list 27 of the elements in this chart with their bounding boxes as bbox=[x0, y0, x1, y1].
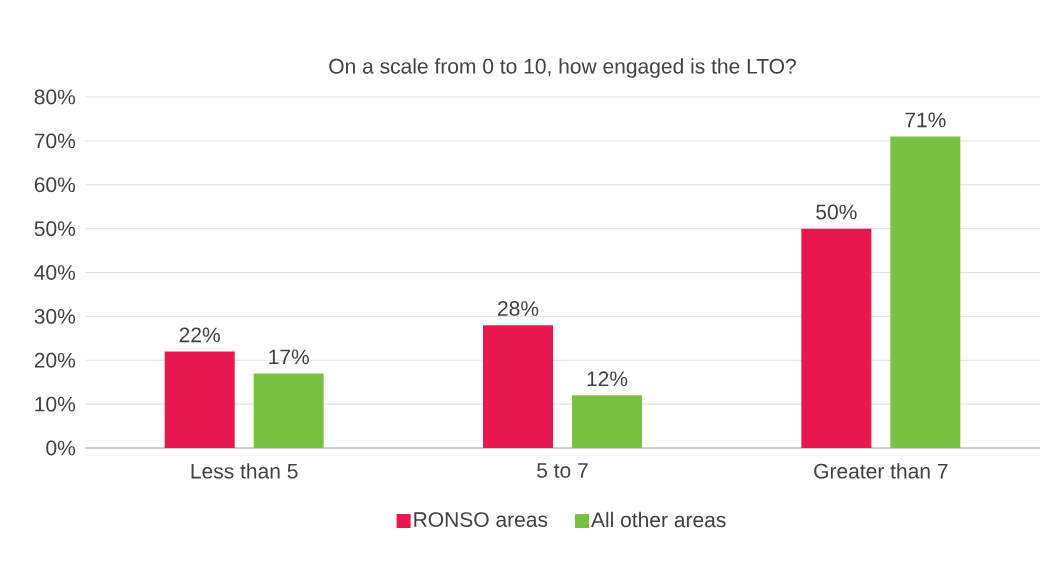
y-tick-label: 60% bbox=[34, 177, 76, 193]
data-label: 17% bbox=[269, 349, 309, 365]
bar bbox=[890, 136, 961, 448]
data-label: 71% bbox=[905, 112, 946, 128]
bar bbox=[801, 228, 872, 448]
bar bbox=[164, 351, 235, 448]
y-tick-label: 50% bbox=[34, 221, 76, 237]
data-label: 22% bbox=[179, 327, 220, 343]
bar bbox=[572, 395, 643, 448]
x-tick-label: 5 to 7 bbox=[537, 463, 588, 478]
y-tick-label: 10% bbox=[35, 396, 76, 412]
chart-title: On a scale from 0 to 10, how engaged is the LTO? bbox=[329, 58, 796, 78]
bar bbox=[483, 325, 553, 448]
y-tick-label: 80% bbox=[34, 89, 76, 105]
legend-label: All other areas bbox=[591, 511, 726, 528]
data-label: 28% bbox=[498, 301, 539, 316]
x-tick-label: Greater than 7 bbox=[814, 463, 948, 479]
y-tick-label: 70% bbox=[34, 133, 76, 149]
legend-label: RONSO areas bbox=[414, 512, 548, 527]
x-tick-label: Less than 5 bbox=[191, 463, 298, 479]
y-tick-label: 30% bbox=[34, 308, 76, 324]
y-tick-label: 40% bbox=[34, 265, 76, 280]
bar bbox=[253, 373, 324, 448]
data-label: 50% bbox=[816, 204, 857, 220]
y-tick-label: 0% bbox=[46, 440, 76, 456]
data-label: 12% bbox=[587, 371, 628, 387]
y-tick-label: 20% bbox=[34, 352, 76, 368]
